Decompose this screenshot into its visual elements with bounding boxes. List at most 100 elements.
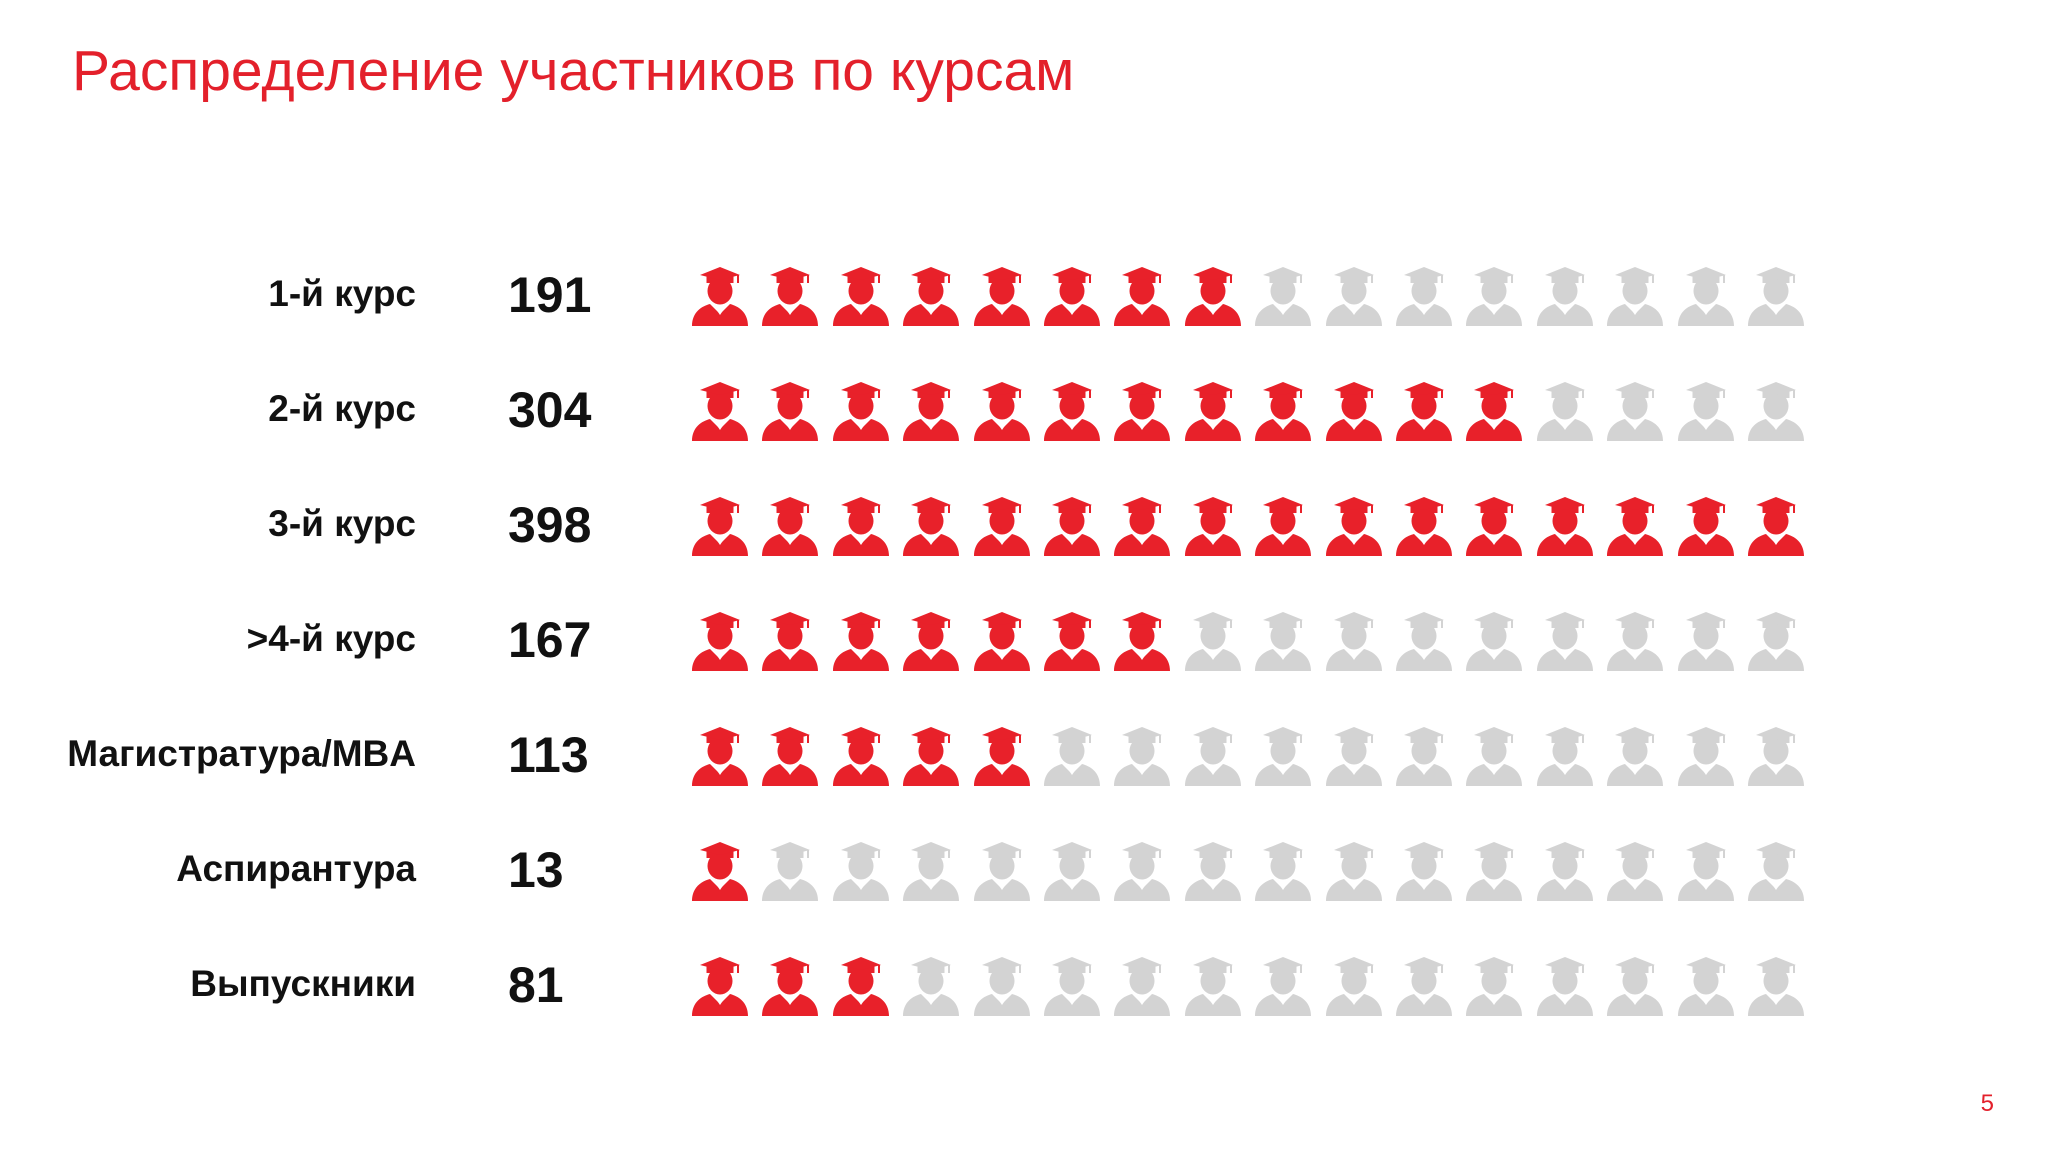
graduate-icon-filled (1112, 377, 1172, 443)
icon-row (690, 837, 1810, 903)
graduate-icon-filled (1253, 377, 1313, 443)
graduate-icon-empty (1253, 262, 1313, 328)
graduate-icon-empty (1605, 377, 1665, 443)
graduate-icon-empty (831, 837, 891, 903)
graduate-icon-filled (1394, 492, 1454, 558)
graduate-icon-filled (831, 492, 891, 558)
row-value: 191 (508, 267, 592, 323)
graduate-icon-empty (1676, 607, 1736, 673)
row-value: 113 (508, 727, 589, 783)
graduate-icon-empty (1112, 837, 1172, 903)
graduate-icon-filled (1112, 262, 1172, 328)
graduate-icon-empty (1112, 722, 1172, 788)
graduate-icon-empty (1535, 837, 1595, 903)
graduate-icon-empty (1394, 722, 1454, 788)
row-value: 81 (508, 957, 564, 1013)
graduate-icon-empty (1183, 607, 1243, 673)
graduate-icon-empty (1605, 952, 1665, 1018)
graduate-icon-empty (1394, 837, 1454, 903)
graduate-icon-filled (760, 952, 820, 1018)
graduate-icon-empty (972, 952, 1032, 1018)
graduate-icon-empty (1464, 952, 1524, 1018)
graduate-icon-empty (1746, 377, 1806, 443)
graduate-icon-empty (1464, 607, 1524, 673)
graduate-icon-filled (831, 952, 891, 1018)
graduate-icon-filled (901, 607, 961, 673)
graduate-icon-empty (1464, 262, 1524, 328)
graduate-icon-empty (1324, 607, 1384, 673)
graduate-icon-filled (901, 377, 961, 443)
graduate-icon-empty (1676, 952, 1736, 1018)
graduate-icon-filled (1605, 492, 1665, 558)
graduate-icon-empty (1042, 837, 1102, 903)
graduate-icon-filled (972, 607, 1032, 673)
icon-row (690, 607, 1810, 673)
graduate-icon-filled (1042, 492, 1102, 558)
graduate-icon-empty (1535, 722, 1595, 788)
page-number: 5 (1980, 1090, 1994, 1117)
row-value: 304 (508, 382, 592, 438)
graduate-icon-empty (1324, 837, 1384, 903)
graduate-icon-filled (1183, 377, 1243, 443)
graduate-icon-filled (1042, 607, 1102, 673)
graduate-icon-filled (1394, 377, 1454, 443)
graduate-icon-empty (1042, 722, 1102, 788)
graduate-icon-empty (1253, 607, 1313, 673)
graduate-icon-empty (1605, 837, 1665, 903)
graduate-icon-empty (1324, 952, 1384, 1018)
graduate-icon-empty (1676, 262, 1736, 328)
graduate-icon-empty (1112, 952, 1172, 1018)
graduate-icon-empty (1746, 262, 1806, 328)
graduate-icon-empty (1394, 262, 1454, 328)
graduate-icon-empty (1324, 722, 1384, 788)
graduate-icon-empty (760, 837, 820, 903)
graduate-icon-empty (1253, 837, 1313, 903)
graduate-icon-empty (1535, 377, 1595, 443)
graduate-icon-empty (1605, 262, 1665, 328)
graduate-icon-filled (690, 837, 750, 903)
graduate-icon-empty (1042, 952, 1102, 1018)
graduate-icon-filled (1324, 492, 1384, 558)
graduate-icon-empty (1324, 262, 1384, 328)
row-label: 3-й курс (268, 503, 416, 544)
graduate-icon-empty (1535, 607, 1595, 673)
graduate-icon-filled (760, 722, 820, 788)
icon-row (690, 722, 1810, 788)
graduate-icon-filled (690, 492, 750, 558)
graduate-icon-empty (1535, 952, 1595, 1018)
graduate-icon-filled (831, 722, 891, 788)
graduate-icon-filled (831, 262, 891, 328)
row-label: Аспирантура (176, 848, 416, 889)
graduate-icon-filled (901, 492, 961, 558)
graduate-icon-filled (1253, 492, 1313, 558)
graduate-icon-empty (1183, 722, 1243, 788)
row-value: 13 (508, 842, 564, 898)
graduate-icon-filled (1464, 492, 1524, 558)
graduate-icon-empty (1676, 722, 1736, 788)
graduate-icon-filled (1042, 377, 1102, 443)
graduate-icon-filled (690, 952, 750, 1018)
graduate-icon-empty (901, 952, 961, 1018)
graduate-icon-empty (1183, 952, 1243, 1018)
row-value: 398 (508, 497, 592, 553)
graduate-icon-empty (1394, 952, 1454, 1018)
icon-row (690, 377, 1810, 443)
graduate-icon-filled (1746, 492, 1806, 558)
graduate-icon-filled (690, 722, 750, 788)
graduate-icon-empty (1394, 607, 1454, 673)
graduate-icon-filled (1183, 492, 1243, 558)
graduate-icon-empty (1605, 722, 1665, 788)
graduate-icon-filled (760, 492, 820, 558)
graduate-icon-filled (760, 377, 820, 443)
graduate-icon-filled (1042, 262, 1102, 328)
graduate-icon-filled (690, 262, 750, 328)
graduate-icon-filled (972, 722, 1032, 788)
graduate-icon-filled (901, 262, 961, 328)
graduate-icon-filled (901, 722, 961, 788)
slide-title: Распределение участников по курсам (72, 39, 1075, 103)
graduate-icon-empty (972, 837, 1032, 903)
graduate-icon-empty (1183, 837, 1243, 903)
graduate-icon-empty (1746, 607, 1806, 673)
graduate-icon-filled (760, 607, 820, 673)
